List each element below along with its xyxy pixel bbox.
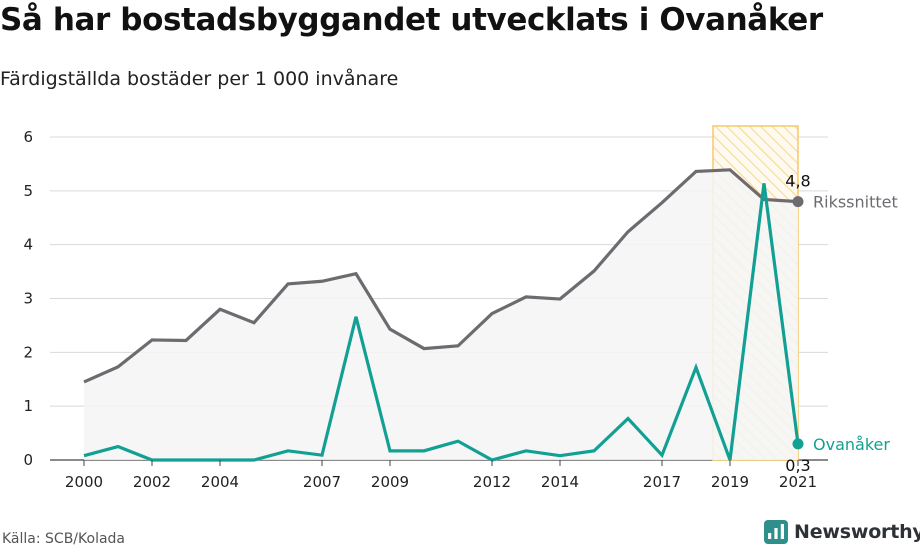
source-note: Källa: SCB/Kolada (2, 531, 126, 547)
y-tick-label: 6 (23, 128, 33, 146)
brand-name: Newsworthy (794, 521, 920, 543)
x-tick-label: 2012 (473, 473, 511, 491)
x-tick-label: 2004 (201, 473, 239, 491)
x-tick-label: 2009 (371, 473, 409, 491)
x-tick-label: 2017 (643, 473, 681, 491)
series-area-rikssnittet (84, 169, 798, 461)
chart-subtitle: Färdigställda bostäder per 1 000 invånar… (0, 68, 399, 90)
chart-title: Så har bostadsbyggandet utvecklats i Ova… (0, 2, 823, 38)
newsworthy-logo-icon (764, 520, 788, 544)
y-tick-label: 5 (23, 182, 33, 200)
x-tick-label: 2002 (133, 473, 171, 491)
series-value-label: 4,8 (785, 172, 810, 191)
x-tick-label: 2014 (541, 473, 579, 491)
x-tick-label: 2021 (779, 473, 817, 491)
y-tick-label: 3 (23, 290, 33, 308)
y-tick-label: 2 (23, 343, 33, 361)
series-lines (83, 168, 804, 462)
brand-logo: Newsworthy (764, 520, 920, 544)
y-tick-label: 1 (23, 397, 33, 415)
y-tick-label: 4 (23, 236, 33, 254)
x-tick-label: 2000 (65, 473, 103, 491)
y-tick-label: 0 (23, 451, 33, 469)
area-layer (84, 169, 798, 461)
series-endpoint-rikssnittet (792, 196, 804, 208)
x-axis: 2000 2002 2004 2007 2009 2012 2014 2017 2019 2021 (65, 460, 817, 491)
series-line-rikssnittet (83, 168, 799, 384)
y-axis: 0 1 2 3 4 5 6 (23, 128, 33, 469)
series-value-label: 0,3 (785, 456, 810, 475)
series-line-ovanåker (83, 183, 800, 462)
x-tick-label: 2019 (711, 473, 749, 491)
series-name-label: Ovanåker (813, 435, 890, 454)
series-name-label: Rikssnittet (813, 193, 898, 212)
x-tick-label: 2007 (303, 473, 341, 491)
series-endpoint-ovanåker (792, 438, 804, 450)
